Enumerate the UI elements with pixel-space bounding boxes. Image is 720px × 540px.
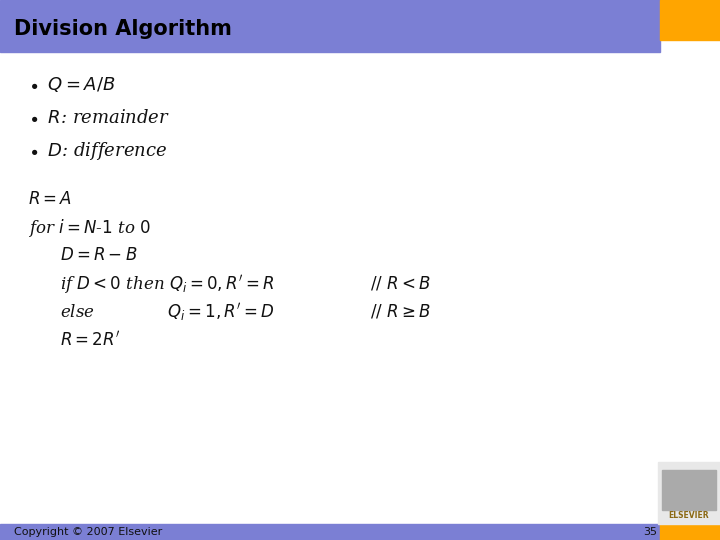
Text: $D = R - B$: $D = R - B$ — [60, 247, 138, 265]
Text: $\bullet$: $\bullet$ — [28, 76, 38, 94]
Bar — [658, 462, 720, 524]
Text: if $D < 0$ then $Q_i = 0, R' = R$: if $D < 0$ then $Q_i = 0, R' = R$ — [60, 273, 274, 295]
Text: $\bullet$: $\bullet$ — [28, 142, 38, 160]
Text: Copyright © 2007 Elsevier: Copyright © 2007 Elsevier — [14, 527, 162, 537]
Bar — [0, 524, 660, 540]
Bar — [660, 524, 720, 540]
Text: for $i = N$-$1$ to $0$: for $i = N$-$1$ to $0$ — [28, 217, 150, 239]
Bar — [0, 0, 660, 52]
Text: 35: 35 — [643, 527, 657, 537]
Text: $D$: difference: $D$: difference — [42, 140, 167, 162]
Text: $//\ R \geq B$: $//\ R \geq B$ — [370, 303, 431, 321]
Text: $//\ R < B$: $//\ R < B$ — [370, 275, 431, 293]
Text: $\bullet$: $\bullet$ — [28, 109, 38, 127]
Text: $Q = A/B$: $Q = A/B$ — [42, 76, 116, 94]
Text: $R = 2R'$: $R = 2R'$ — [60, 330, 120, 349]
Text: $R = A$: $R = A$ — [28, 192, 72, 208]
Bar — [660, 0, 720, 40]
Bar — [662, 470, 716, 510]
Text: Division Algorithm: Division Algorithm — [14, 18, 232, 38]
Text: ELSEVIER: ELSEVIER — [669, 511, 709, 521]
Text: else              $Q_i = 1, R' = D$: else $Q_i = 1, R' = D$ — [60, 301, 275, 323]
Text: $R$: remainder: $R$: remainder — [42, 109, 170, 127]
